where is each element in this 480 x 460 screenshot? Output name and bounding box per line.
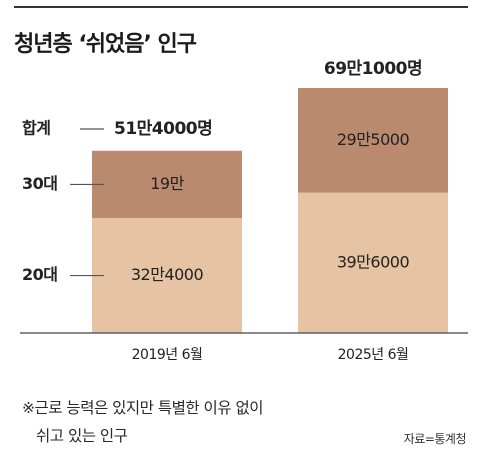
bar-20대-1: [298, 192, 448, 333]
total-legend-label: 합계: [22, 119, 50, 138]
x-tick-label-0: 2019년 6월: [132, 347, 203, 363]
source-note: 자료=통계청: [403, 432, 467, 446]
chart-title: 청년층 ‘쉬었음’ 인구: [14, 32, 197, 57]
series-label-30대: 30대: [22, 174, 58, 193]
footnote-line-1: ※근로 능력은 있지만 특별한 이유 없이: [22, 399, 264, 417]
total-label-0: 51만4000명: [114, 119, 212, 139]
top-rule: [14, 6, 468, 8]
bar-20대-0: [92, 218, 242, 333]
x-tick-label-1: 2025년 6월: [338, 347, 409, 363]
bar-30대-0: [92, 150, 242, 219]
data-label-20대-0: 32만4000: [131, 265, 204, 284]
data-label-20대-1: 39만6000: [337, 252, 410, 271]
data-label-30대-1: 29만5000: [337, 130, 410, 149]
bar-30대-1: [298, 88, 448, 193]
total-label-1: 69만1000명: [324, 59, 422, 79]
series-label-20대: 20대: [22, 265, 58, 284]
footnote-line-2: 쉬고 있는 인구: [36, 427, 128, 445]
data-label-30대-0: 19만: [150, 174, 184, 193]
